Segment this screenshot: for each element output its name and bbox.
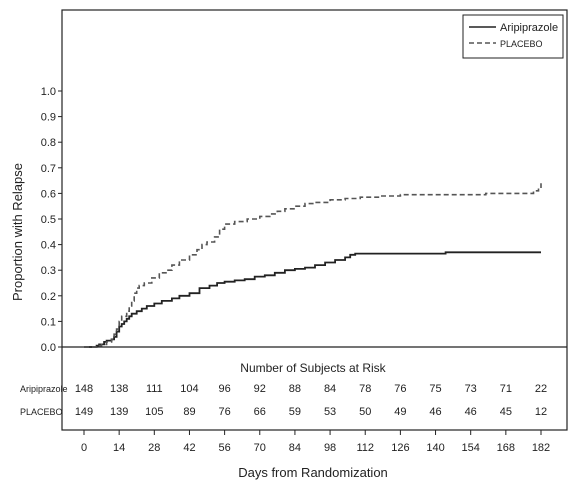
x-axis: 0 14 28 42 56 70 84 98 112 126 140 154 168 182	[81, 430, 550, 454]
risk-value: 75	[429, 383, 441, 395]
risk-value: 71	[500, 383, 512, 395]
risk-value: 49	[394, 406, 406, 418]
risk-value: 76	[394, 383, 406, 395]
risk-value: 139	[110, 406, 128, 418]
y-axis-label: Proportion with Relapse	[10, 163, 25, 301]
risk-value: 59	[289, 406, 301, 418]
x-tick-label: 126	[391, 442, 409, 454]
legend-label: PLACEBO	[500, 39, 543, 49]
x-tick-label: 70	[254, 442, 266, 454]
risk-value: 105	[145, 406, 163, 418]
x-tick-label: 154	[462, 442, 480, 454]
risk-value: 46	[429, 406, 441, 418]
legend-label: Aripiprazole	[500, 22, 558, 34]
x-tick-label: 112	[356, 442, 374, 454]
series-line-placebo	[84, 183, 542, 348]
y-tick-label: 0.0	[41, 342, 56, 354]
risk-value: 148	[75, 383, 93, 395]
x-tick-label: 168	[497, 442, 515, 454]
risk-value: 66	[254, 406, 266, 418]
risk-row-label: Aripiprazole	[20, 384, 68, 394]
risk-value: 76	[218, 406, 230, 418]
risk-value: 22	[535, 383, 547, 395]
risk-value: 50	[359, 406, 371, 418]
x-tick-label: 84	[289, 442, 301, 454]
y-tick-label: 0.5	[41, 214, 56, 226]
x-axis-label: Days from Randomization	[238, 465, 388, 480]
legend-box	[462, 14, 564, 59]
y-tick-label: 0.6	[41, 188, 56, 200]
y-tick-label: 0.9	[41, 112, 56, 124]
risk-row-label: PLACEBO	[20, 407, 63, 417]
risk-value: 12	[535, 406, 547, 418]
y-tick-label: 0.4	[41, 240, 56, 252]
risk-value: 104	[180, 383, 198, 395]
risk-value: 111	[146, 383, 163, 395]
legend: Aripiprazole PLACEBO	[462, 14, 564, 59]
x-tick-label: 0	[81, 442, 87, 454]
risk-table: Aripiprazole 148 138 111 104 96 92 88 84 78 76 75 73…	[20, 383, 547, 418]
series-line-aripiprazole	[84, 251, 541, 348]
y-tick-label: 0.7	[41, 163, 56, 175]
risk-table-title: Number of Subjects at Risk	[240, 361, 386, 375]
y-axis: 0.0 0.1 0.2 0.3 0.4 0.5 0.6 0.7 0.8 0.9 1.0	[41, 86, 62, 354]
x-tick-label: 140	[426, 442, 444, 454]
y-tick-label: 0.3	[41, 265, 56, 277]
x-tick-label: 56	[218, 442, 230, 454]
risk-value: 45	[500, 406, 512, 418]
x-tick-label: 98	[324, 442, 336, 454]
risk-value: 73	[465, 383, 477, 395]
risk-value: 96	[218, 383, 230, 395]
risk-value: 138	[110, 383, 128, 395]
risk-value: 88	[289, 383, 301, 395]
risk-value: 89	[183, 406, 195, 418]
risk-value: 149	[75, 406, 93, 418]
x-tick-label: 42	[183, 442, 195, 454]
risk-value: 46	[465, 406, 477, 418]
risk-value: 92	[254, 383, 266, 395]
risk-value: 78	[359, 383, 371, 395]
x-tick-label: 28	[148, 442, 160, 454]
y-tick-label: 0.2	[41, 291, 56, 303]
risk-value: 53	[324, 406, 336, 418]
risk-value: 84	[324, 383, 336, 395]
y-tick-label: 0.1	[41, 316, 56, 328]
x-tick-label: 14	[113, 442, 125, 454]
x-tick-label: 182	[532, 442, 550, 454]
plot-frame	[61, 9, 568, 431]
y-tick-label: 1.0	[41, 86, 56, 98]
series-lines	[84, 183, 542, 348]
y-tick-label: 0.8	[41, 137, 56, 149]
